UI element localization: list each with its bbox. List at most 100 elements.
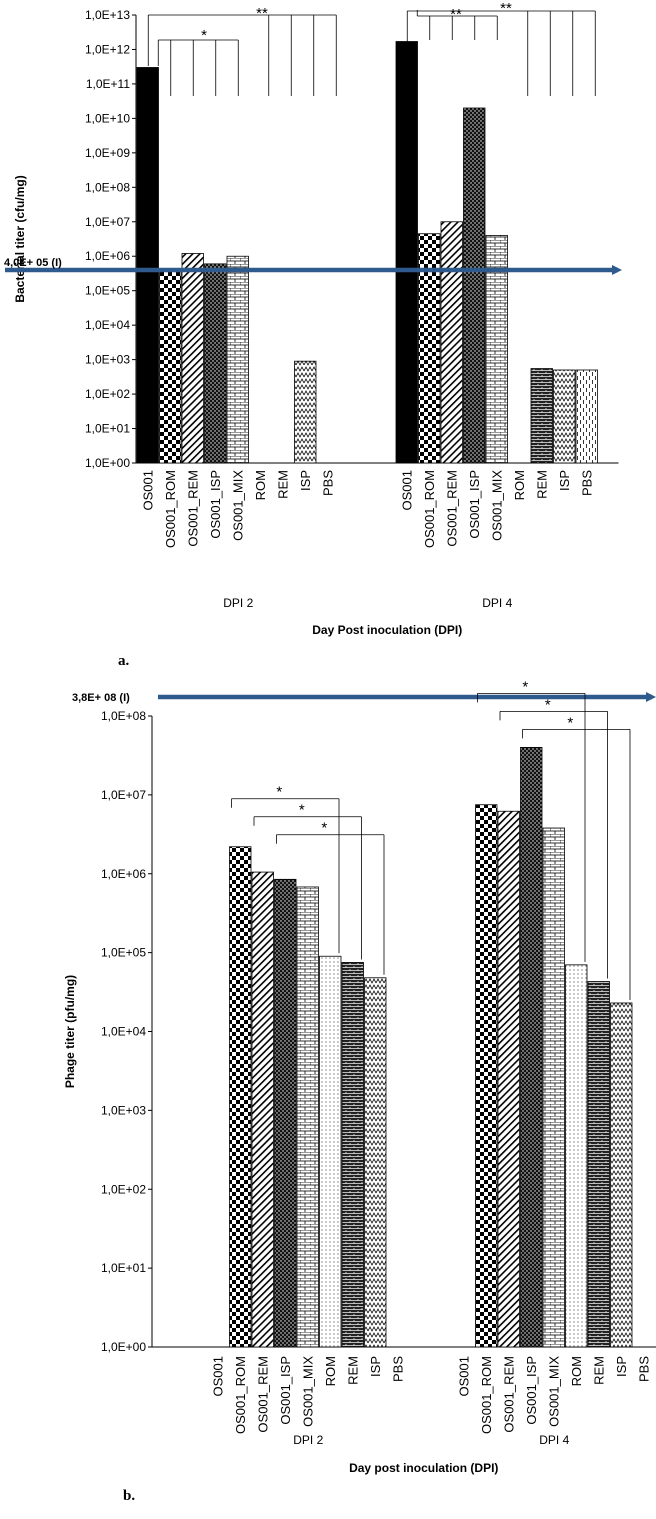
- significance-label: *: [276, 784, 282, 801]
- bar-dpi4-os001: [395, 41, 418, 464]
- significance-label: *: [201, 27, 207, 44]
- x-category-label: OS001_ROM: [422, 470, 437, 548]
- bar-dpi4-os001_rom: [418, 233, 441, 464]
- bar-dpi2-isp: [364, 977, 387, 1348]
- x-category-label: PBS: [390, 1356, 405, 1382]
- bar-dpi4-rem: [587, 981, 610, 1348]
- x-category-label: ROM: [253, 470, 268, 500]
- bar-dpi4-os001_isp: [520, 746, 543, 1348]
- x-axis-title: Day Post inoculation (DPI): [312, 623, 462, 637]
- bar-dpi4-os001_mix: [542, 827, 565, 1348]
- bar-dpi2-os001_mix: [226, 255, 249, 464]
- y-tick-label: 1,0E+01: [101, 1261, 146, 1275]
- x-category-label: OS001: [399, 470, 414, 510]
- bar-dpi2-os001_isp: [274, 878, 297, 1348]
- y-tick-label: 1,0E+05: [101, 946, 146, 960]
- x-category-label: OS001_MIX: [230, 470, 245, 541]
- significance-label: **: [450, 6, 462, 23]
- y-tick-label: 1,0E+11: [86, 77, 130, 91]
- y-tick-label: 1,0E+08: [101, 709, 146, 723]
- y-tick-label: 1,0E+02: [85, 387, 130, 401]
- x-category-label: REM: [591, 1356, 606, 1385]
- bar-dpi4-os001_isp: [463, 107, 486, 464]
- bar-dpi2-os001_rem: [181, 253, 204, 464]
- y-tick-label: 1,0E+09: [85, 146, 130, 160]
- y-tick-label: 1,0E+10: [85, 111, 130, 125]
- panel-label: b.: [123, 1488, 135, 1504]
- bar-dpi2-os001_mix: [296, 886, 319, 1348]
- bar-dpi4-isp: [553, 369, 576, 464]
- x-category-label: OS001_ROM: [233, 1356, 248, 1434]
- significance-label: *: [299, 802, 305, 819]
- bar-dpi4-pbs: [575, 369, 598, 464]
- x-category-label: ISP: [557, 470, 572, 491]
- group-label: DPI 4: [482, 596, 512, 610]
- x-category-label: REM: [534, 470, 549, 499]
- bar-dpi2-rem: [341, 962, 364, 1348]
- x-axis-title: Day post inoculation (DPI): [349, 1461, 498, 1475]
- y-tick-label: 1,0E+13: [85, 8, 130, 22]
- x-category-label: PBS: [636, 1356, 651, 1382]
- x-category-label: OS001_ROM: [163, 470, 178, 548]
- bar-dpi2-os001_rem: [251, 871, 274, 1348]
- bar-dpi4-os001_rem: [497, 810, 520, 1348]
- x-category-label: OS001_ISP: [208, 470, 223, 539]
- x-category-label: OS001_ISP: [278, 1356, 293, 1425]
- x-category-label: ROM: [569, 1356, 584, 1386]
- group-label: DPI 2: [223, 596, 253, 610]
- group-label: DPI 2: [293, 1433, 323, 1447]
- y-tick-label: 1,0E+06: [85, 249, 130, 263]
- x-category-label: ROM: [323, 1356, 338, 1386]
- y-tick-label: 1,0E+06: [101, 867, 146, 881]
- significance-label: *: [522, 678, 528, 695]
- y-tick-label: 1,0E+07: [85, 215, 130, 229]
- significance-label: **: [500, 0, 512, 17]
- y-tick-label: 1,0E+05: [85, 284, 130, 298]
- x-category-label: OS001_MIX: [489, 470, 504, 541]
- y-tick-label: 1,0E+01: [85, 422, 130, 436]
- bar-dpi4-rom: [565, 964, 588, 1348]
- x-category-label: OS001_ROM: [479, 1356, 494, 1434]
- bar-dpi4-os001_rem: [440, 221, 463, 464]
- inoculum-reference-label: 4,0E+ 05 (I): [4, 257, 62, 269]
- panel-label: a.: [118, 653, 130, 669]
- y-tick-label: 1,0E+04: [101, 1025, 146, 1039]
- x-category-label: OS001_MIX: [546, 1356, 561, 1427]
- significance-label: **: [256, 5, 268, 22]
- x-category-label: ROM: [512, 470, 527, 500]
- bar-dpi2-os001_rom: [229, 846, 252, 1348]
- x-category-label: REM: [275, 470, 290, 499]
- x-category-label: OS001_REM: [185, 470, 200, 547]
- x-category-label: REM: [345, 1356, 360, 1385]
- y-tick-label: 1,0E+00: [85, 456, 130, 470]
- y-tick-label: 1,0E+03: [101, 1103, 146, 1117]
- bar-dpi4-os001_mix: [485, 235, 508, 464]
- x-category-label: OS001: [140, 470, 155, 510]
- y-tick-label: 1,0E+08: [85, 180, 130, 194]
- significance-label: *: [321, 820, 327, 837]
- x-category-label: OS001_REM: [501, 1356, 516, 1433]
- x-category-label: OS001_ISP: [524, 1356, 539, 1425]
- significance-label: *: [545, 696, 551, 713]
- bar-dpi2-rom: [319, 955, 342, 1348]
- y-tick-label: 1,0E+07: [101, 788, 146, 802]
- x-category-label: OS001_MIX: [300, 1356, 315, 1427]
- x-category-label: OS001: [456, 1356, 471, 1396]
- y-tick-label: 1,0E+00: [101, 1340, 146, 1354]
- x-category-label: ISP: [298, 470, 313, 491]
- bar-dpi2-os001_isp: [204, 263, 227, 464]
- y-tick-label: 1,0E+04: [85, 318, 130, 332]
- y-axis-title: Phage titer (pfu/mg): [63, 975, 77, 1088]
- x-category-label: PBS: [579, 470, 594, 496]
- x-category-label: ISP: [368, 1356, 383, 1377]
- x-category-label: OS001_REM: [255, 1356, 270, 1433]
- bar-dpi4-rem: [530, 368, 553, 464]
- x-category-label: PBS: [320, 470, 335, 496]
- x-category-label: OS001: [210, 1356, 225, 1396]
- bar-dpi2-os001: [136, 67, 159, 464]
- x-category-label: ISP: [614, 1356, 629, 1377]
- x-category-label: OS001_ISP: [467, 470, 482, 539]
- bar-dpi4-isp: [610, 1002, 633, 1348]
